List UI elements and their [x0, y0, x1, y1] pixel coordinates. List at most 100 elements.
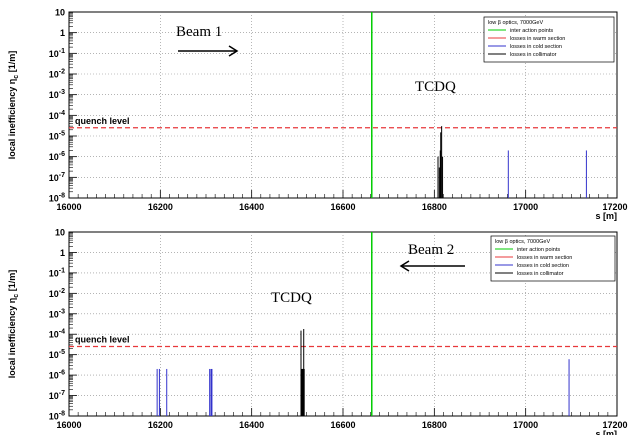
legend-title: low β optics, 7000GeV — [488, 20, 543, 26]
y-tick-exponent: -3 — [59, 308, 65, 315]
y-tick-label: 10-2 — [49, 69, 65, 80]
x-tick-label: 16000 — [56, 202, 81, 212]
y-tick-label: 10-4 — [49, 329, 65, 340]
y-tick-exponent: -2 — [59, 69, 65, 76]
y-tick-base: 10 — [49, 132, 59, 142]
y-tick-label: 10 — [55, 228, 65, 238]
y-tick-label: 10-3 — [49, 89, 65, 100]
y-tick-base: 10 — [49, 152, 59, 162]
y-tick-exponent: -8 — [59, 411, 65, 418]
y-tick-exponent: -3 — [59, 89, 65, 96]
bottom-panel: 10110-110-210-310-410-510-610-710-816000… — [7, 228, 628, 435]
y-tick-base: 10 — [55, 8, 65, 18]
x-tick-label: 17000 — [513, 420, 538, 430]
x-tick-label: 16200 — [148, 420, 173, 430]
beam-arrow-head — [228, 45, 239, 57]
y-tick-label: 10-5 — [49, 349, 65, 360]
y-tick-label: 10-8 — [49, 193, 65, 204]
y-tick-base: 10 — [49, 289, 59, 299]
y-tick-exponent: -6 — [59, 370, 65, 377]
y-tick-base: 10 — [49, 350, 59, 360]
y-tick-exponent: -1 — [59, 48, 65, 55]
y-tick-label: 10-4 — [49, 110, 65, 121]
legend-entry-label: losses in warm section — [510, 36, 565, 42]
y-axis-label: local inefficiency ηc [1/m] — [7, 51, 20, 159]
x-axis-label: s [m] — [595, 429, 617, 435]
y-tick-base: 10 — [49, 173, 59, 183]
y-tick-base: 10 — [49, 330, 59, 340]
y-tick-exponent: -4 — [59, 110, 65, 117]
y-tick-base: 10 — [55, 228, 65, 238]
y-tick-label: 10-2 — [49, 288, 65, 299]
y-tick-exponent: -7 — [59, 172, 65, 179]
y-axis-label-unit: [1/m] — [7, 51, 17, 75]
x-tick-label: 16800 — [422, 202, 447, 212]
x-tick-label: 16400 — [239, 202, 264, 212]
x-tick-label: 17000 — [513, 202, 538, 212]
y-tick-base: 10 — [49, 90, 59, 100]
y-tick-exponent: -2 — [59, 288, 65, 295]
y-tick-label: 10-3 — [49, 308, 65, 319]
legend-entry-label: inter action points — [517, 247, 560, 253]
x-tick-label: 16800 — [422, 420, 447, 430]
top-panel: 10110-110-210-310-410-510-610-710-816000… — [7, 8, 628, 222]
y-tick-label: 10 — [55, 8, 65, 18]
y-tick-label: 10-5 — [49, 131, 65, 142]
x-tick-label: 16400 — [239, 420, 264, 430]
y-tick-exponent: -1 — [59, 267, 65, 274]
y-axis-label-sub: c — [13, 294, 20, 298]
legend-entry-label: losses in cold section — [517, 263, 569, 269]
y-axis-label-sub: c — [13, 75, 20, 79]
y-tick-label: 10-8 — [49, 411, 65, 422]
y-tick-base: 1 — [60, 28, 65, 38]
legend-entry-label: losses in cold section — [510, 44, 562, 50]
y-tick-label: 10-1 — [49, 48, 65, 59]
y-tick-base: 10 — [49, 49, 59, 59]
y-tick-label: 10-7 — [49, 172, 65, 183]
y-axis-label-main: local inefficiency η — [7, 79, 17, 160]
y-tick-base: 10 — [49, 391, 59, 401]
legend-entry-label: losses in collimator — [510, 52, 557, 58]
x-tick-label: 17200 — [602, 420, 627, 430]
y-tick-label: 1 — [60, 248, 65, 258]
tcdq-label: TCDQ — [271, 290, 312, 306]
y-tick-base: 10 — [49, 371, 59, 381]
y-tick-base: 1 — [60, 248, 65, 258]
y-tick-base: 10 — [49, 194, 59, 204]
y-tick-base: 10 — [49, 70, 59, 80]
x-tick-label: 16000 — [56, 420, 81, 430]
legend-entry-label: losses in collimator — [517, 271, 564, 277]
y-axis-label-unit: [1/m] — [7, 270, 17, 294]
y-tick-exponent: -8 — [59, 193, 65, 200]
y-tick-exponent: -4 — [59, 329, 65, 336]
y-tick-label: 1 — [60, 28, 65, 38]
tcdq-label: TCDQ — [415, 79, 456, 95]
quench-level-label: quench level — [75, 335, 130, 345]
x-tick-label: 17200 — [602, 202, 627, 212]
y-tick-exponent: -6 — [59, 151, 65, 158]
beam-arrow-head — [399, 260, 410, 272]
beam-label: Beam 2 — [408, 242, 454, 258]
legend-entry-label: inter action points — [510, 28, 553, 34]
legend-title: low β optics, 7000GeV — [495, 239, 550, 245]
y-tick-label: 10-7 — [49, 390, 65, 401]
y-axis-label-main: local inefficiency η — [7, 298, 17, 379]
x-tick-label: 16600 — [330, 420, 355, 430]
x-axis-label: s [m] — [595, 211, 617, 221]
x-tick-label: 16600 — [330, 202, 355, 212]
y-tick-label: 10-6 — [49, 370, 65, 381]
y-tick-base: 10 — [49, 412, 59, 422]
y-tick-base: 10 — [49, 309, 59, 319]
y-tick-base: 10 — [49, 268, 59, 278]
y-tick-exponent: -7 — [59, 390, 65, 397]
y-tick-base: 10 — [49, 111, 59, 121]
quench-level-label: quench level — [75, 116, 130, 126]
legend-entry-label: losses in warm section — [517, 255, 572, 261]
beam-label: Beam 1 — [176, 24, 222, 40]
y-axis-label: local inefficiency ηc [1/m] — [7, 270, 20, 378]
y-tick-label: 10-1 — [49, 267, 65, 278]
y-tick-exponent: -5 — [59, 131, 65, 138]
x-tick-label: 16200 — [148, 202, 173, 212]
y-tick-exponent: -5 — [59, 349, 65, 356]
